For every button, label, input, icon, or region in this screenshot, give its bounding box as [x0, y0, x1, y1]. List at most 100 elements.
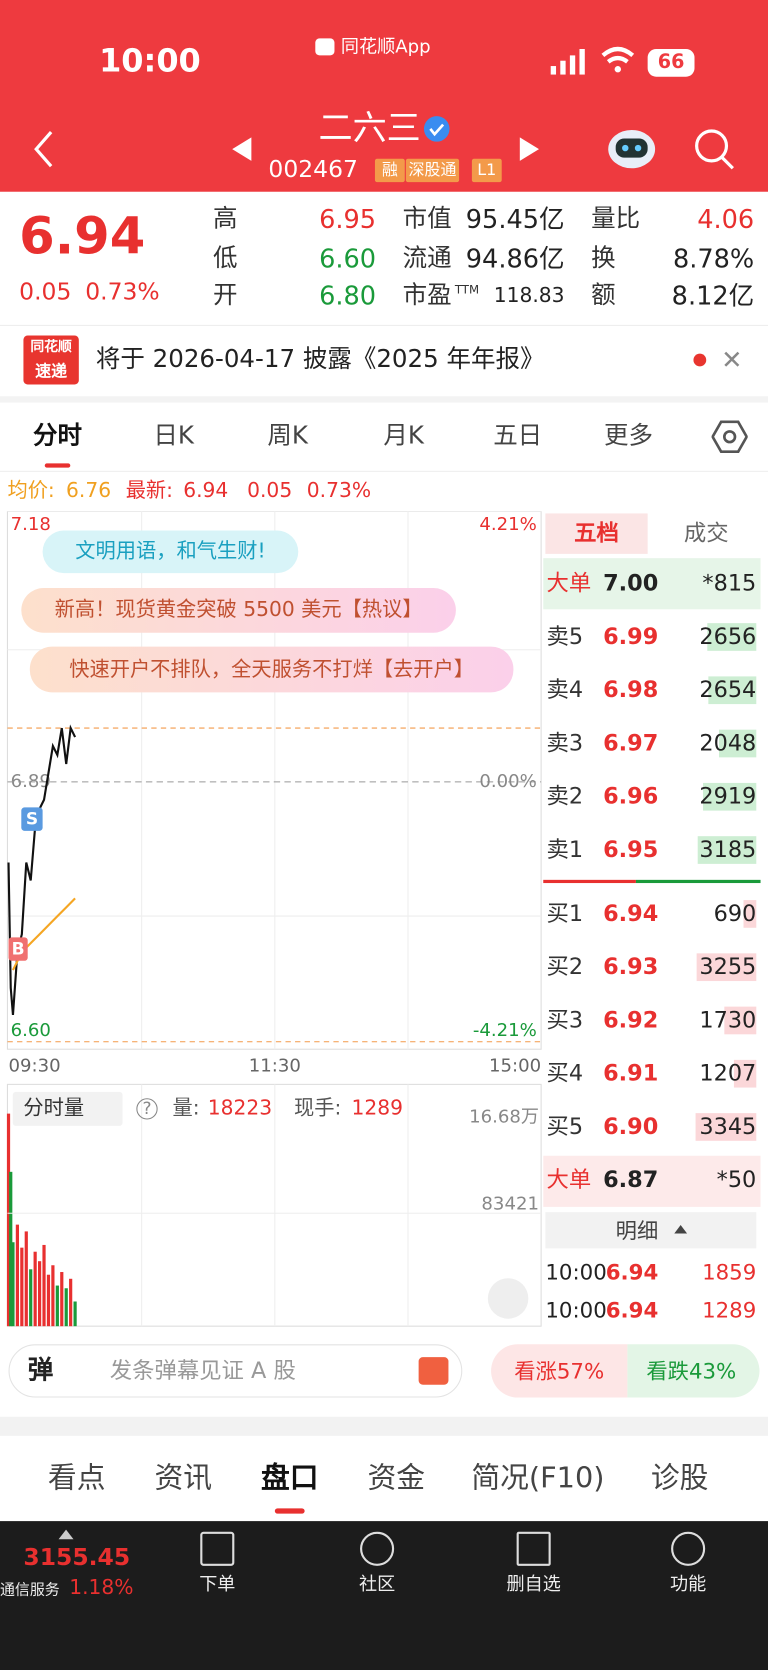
price-change: 0.05 [19, 279, 72, 306]
gift-icon[interactable] [418, 1357, 449, 1385]
tag-bg [471, 158, 502, 183]
action-label[interactable]: 删自选 [506, 1573, 561, 1596]
ob-tab[interactable]: 成交 [683, 520, 729, 546]
chart-tab[interactable]: 分时 [33, 422, 83, 451]
vote-up[interactable]: 看涨57% [514, 1358, 605, 1384]
bubble-bg[interactable] [21, 587, 456, 633]
action-label[interactable]: 功能 [670, 1573, 707, 1596]
section-tab[interactable]: 资讯 [154, 1461, 212, 1496]
action-icon[interactable] [200, 1531, 235, 1566]
action-icon[interactable] [360, 1531, 395, 1566]
last-price: 6.94 [19, 206, 146, 267]
action-label[interactable]: 社区 [358, 1573, 396, 1596]
danmu-icon: 弹 [27, 1354, 54, 1385]
ob-price: 6.97 [603, 730, 659, 756]
volume-bar [20, 1247, 24, 1327]
ob-volume-bar [734, 1059, 757, 1088]
vote-up-bg[interactable] [491, 1344, 628, 1398]
danmu-placeholder[interactable]: 发条弹幕见证 A 股 [109, 1357, 296, 1384]
trade-volume: 1289 [702, 1297, 757, 1323]
ob-tab-active[interactable] [545, 513, 648, 554]
index-arrow [58, 1529, 74, 1540]
ob-price: 6.98 [603, 676, 659, 703]
bubble-text[interactable]: 新高！现货黄金突破 5500 美元【热议】 [54, 598, 423, 622]
volume-bar [64, 1288, 68, 1327]
ob-volume: 3185 [699, 836, 757, 863]
unread-dot [693, 353, 707, 367]
stat-value: 95.45亿 [465, 204, 565, 235]
volume-bar [73, 1301, 77, 1327]
ob-label: 买2 [546, 953, 584, 980]
section-tab[interactable]: 资金 [367, 1461, 426, 1496]
ob-label: 卖4 [546, 676, 584, 703]
robot-icon[interactable] [608, 129, 656, 169]
search-icon[interactable] [695, 129, 734, 170]
prev-stock[interactable] [232, 137, 252, 161]
hand-value: 1289 [351, 1096, 404, 1121]
bubble-text[interactable]: 快速开户不排队，全天服务不打烊【去开户】 [69, 657, 475, 681]
verified-check [429, 123, 445, 137]
selector-bg[interactable] [12, 1091, 123, 1126]
x-tick-label: 09:30 [9, 1055, 61, 1076]
ob-label: 买3 [546, 1007, 584, 1033]
settings-icon[interactable] [711, 420, 748, 454]
ob-volume-bar [707, 623, 757, 651]
chart-tab[interactable]: 日K [153, 422, 194, 451]
action-icon[interactable] [516, 1531, 551, 1566]
volume-bar [15, 1224, 19, 1327]
x-tick-label: 11:30 [249, 1055, 301, 1076]
x-tick-label: 15:00 [489, 1055, 541, 1076]
pe-suffix: TTM [454, 282, 480, 297]
volume-selector[interactable]: 分时量 [23, 1096, 85, 1121]
vote-down[interactable]: 看跌43% [646, 1358, 737, 1384]
stat-label: 额 [591, 281, 616, 310]
ob-label: 买4 [546, 1060, 584, 1086]
notice-text[interactable]: 将于 2026-04-17 披露《2025 年年报》 [95, 345, 545, 374]
ob-volume: 2654 [699, 676, 757, 703]
section-tab[interactable]: 简况(F10) [471, 1461, 605, 1496]
stat-label: 开 [213, 281, 238, 310]
ob-volume: 690 [713, 900, 757, 927]
vote-down-bg[interactable] [627, 1344, 760, 1398]
divider [0, 1416, 768, 1436]
chart-tab[interactable]: 月K [383, 422, 424, 451]
volume-bar [33, 1251, 37, 1327]
stat-value: 94.86亿 [465, 243, 565, 274]
chart-tab[interactable]: 更多 [603, 422, 653, 451]
chart-tab[interactable]: 周K [267, 422, 308, 451]
danmu-input[interactable] [8, 1344, 463, 1398]
signal-icon [550, 48, 585, 75]
next-stock[interactable] [519, 137, 539, 161]
back-button[interactable] [34, 131, 53, 168]
section-tab[interactable]: 盘口 [260, 1461, 319, 1496]
ob-volume: 2919 [699, 783, 757, 810]
trade-price: 6.94 [605, 1259, 659, 1285]
ob-volume: 2656 [699, 623, 757, 650]
ob-price: 6.87 [603, 1166, 659, 1193]
divider [0, 470, 768, 472]
volume-bar [42, 1244, 46, 1327]
marker-s: S [25, 808, 39, 829]
vol-label: 量: [172, 1096, 200, 1121]
expand-button[interactable] [487, 1278, 529, 1319]
bubble-bg[interactable] [42, 530, 299, 574]
chart-tab[interactable]: 五日 [493, 422, 543, 451]
help-ring [136, 1098, 158, 1120]
change-pct: 0.73% [306, 478, 372, 503]
header-icons [34, 38, 734, 170]
stock-name: 二六三 [318, 107, 421, 149]
ob-label: 买1 [546, 900, 584, 927]
section-tab[interactable]: 看点 [47, 1461, 106, 1496]
action-icon[interactable] [671, 1531, 706, 1566]
bubble-text[interactable]: 文明用语，和气生财! [75, 539, 266, 563]
bubble-bg[interactable] [29, 646, 514, 693]
close-button[interactable]: ✕ [721, 345, 743, 375]
ob-volume: 1207 [699, 1060, 757, 1086]
detail-bg[interactable] [545, 1212, 757, 1249]
index-value[interactable]: 3155.45 [23, 1544, 131, 1572]
action-label[interactable]: 下单 [199, 1573, 236, 1596]
section-tab[interactable]: 诊股 [650, 1461, 709, 1496]
avg-label: 均价: [7, 478, 55, 503]
ob-tab[interactable]: 五档 [574, 520, 619, 546]
detail-toggle[interactable]: 明细 [615, 1217, 659, 1244]
